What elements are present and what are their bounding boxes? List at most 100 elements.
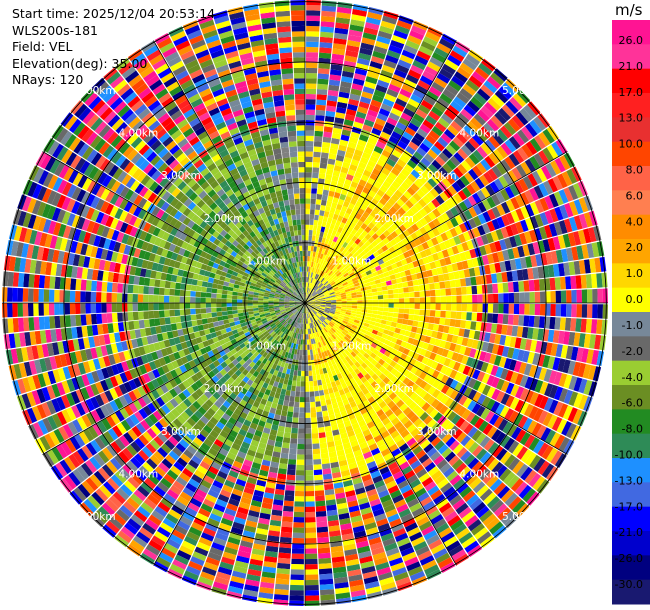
range-gate-cell	[396, 158, 407, 168]
range-gate-cell	[292, 41, 305, 48]
range-gate-cell	[461, 241, 470, 252]
range-gate-cell	[229, 11, 245, 20]
range-gate-cell	[311, 272, 315, 279]
range-gate-cell	[395, 64, 410, 74]
range-gate-cell	[190, 285, 197, 292]
range-gate-cell	[480, 105, 494, 119]
range-gate-cell	[293, 225, 298, 231]
range-gate-cell	[420, 40, 436, 52]
range-gate-cell	[400, 112, 413, 122]
range-gate-cell	[276, 115, 286, 123]
range-gate-cell	[505, 78, 520, 93]
range-gate-cell	[291, 251, 296, 258]
range-gate-cell	[300, 198, 305, 204]
range-gate-cell	[239, 96, 251, 104]
range-gate-cell	[411, 223, 419, 232]
range-gate-cell	[326, 168, 334, 176]
range-gate-cell	[333, 38, 347, 45]
range-gate-cell	[148, 303, 154, 311]
range-gate-cell	[427, 276, 435, 284]
range-gate-cell	[403, 251, 411, 259]
range-gate-cell	[324, 255, 329, 262]
range-gate-cell	[343, 156, 352, 164]
range-gate-cell	[12, 287, 18, 302]
range-gate-cell	[314, 125, 324, 132]
range-gate-cell	[247, 121, 258, 129]
range-gate-cell	[490, 230, 499, 242]
range-gate-cell	[334, 117, 345, 124]
range-gate-cell	[378, 108, 390, 117]
range-gate-cell	[554, 277, 561, 290]
range-gate-cell	[204, 34, 220, 44]
range-gate-cell	[313, 273, 317, 279]
range-gate-cell	[69, 290, 76, 302]
range-gate-cell	[382, 193, 391, 202]
range-gate-cell	[336, 264, 342, 270]
range-gate-cell	[313, 279, 317, 285]
range-gate-cell	[216, 303, 222, 308]
range-gate-cell	[227, 163, 237, 172]
range-gate-cell	[232, 287, 239, 293]
range-gate-cell	[432, 227, 441, 237]
range-gate-cell	[337, 284, 344, 289]
range-gate-cell	[416, 147, 427, 157]
range-gate-cell	[274, 207, 281, 214]
range-gate-cell	[314, 268, 319, 274]
range-gate-cell	[158, 303, 164, 310]
range-gate-cell	[269, 191, 277, 199]
range-gate-cell	[410, 205, 419, 215]
range-gate-cell	[406, 217, 415, 227]
range-gate-cell	[539, 278, 546, 291]
range-gate-cell	[471, 238, 479, 249]
range-gate-cell	[361, 37, 376, 46]
range-gate-cell	[436, 97, 450, 109]
range-gate-cell	[258, 156, 268, 164]
range-gate-cell	[370, 247, 377, 254]
range-gate-cell	[505, 225, 514, 237]
range-gate-cell	[321, 15, 336, 23]
range-gate-cell	[310, 198, 316, 205]
range-gate-cell	[298, 156, 305, 162]
range-gate-cell	[426, 90, 439, 102]
range-gate-cell	[339, 171, 347, 179]
range-gate-cell	[519, 232, 528, 245]
range-gate-cell	[436, 72, 451, 84]
range-gate-cell	[213, 116, 225, 126]
range-gate-cell	[347, 141, 357, 149]
range-gate-cell	[448, 272, 455, 281]
range-gate-cell	[17, 317, 25, 332]
range-gate-cell	[149, 278, 156, 287]
range-gate-cell	[263, 304, 269, 308]
range-gate-cell	[417, 244, 425, 252]
range-gate-cell	[403, 292, 410, 298]
range-gate-cell	[346, 108, 357, 117]
range-gate-cell	[253, 209, 260, 217]
range-gate-cell	[529, 215, 539, 229]
range-gate-cell	[553, 191, 564, 206]
range-gate-cell	[400, 181, 410, 191]
range-gate-cell	[377, 79, 390, 89]
range-gate-cell	[324, 261, 329, 267]
range-gate-cell	[265, 43, 279, 50]
range-gate-cell	[394, 176, 404, 186]
range-gate-cell	[314, 295, 320, 299]
range-gate-cell	[350, 228, 358, 236]
range-gate-cell	[316, 268, 320, 275]
range-gate-cell	[481, 234, 489, 245]
range-gate-cell	[403, 44, 418, 55]
range-gate-cell	[515, 221, 524, 234]
range-gate-cell	[528, 279, 535, 292]
range-gate-cell	[199, 88, 212, 98]
range-gate-cell	[353, 251, 360, 258]
range-gate-cell	[345, 207, 353, 215]
range-gate-cell	[253, 294, 259, 298]
range-gate-cell	[277, 126, 287, 133]
range-gate-cell	[342, 200, 350, 208]
range-gate-cell	[496, 128, 509, 142]
range-gate-cell	[494, 90, 509, 104]
range-gate-cell	[249, 126, 259, 134]
range-gate-cell	[350, 274, 357, 280]
range-gate-cell	[360, 42, 374, 51]
range-gate-cell	[373, 206, 381, 214]
range-gate-cell	[310, 300, 316, 302]
